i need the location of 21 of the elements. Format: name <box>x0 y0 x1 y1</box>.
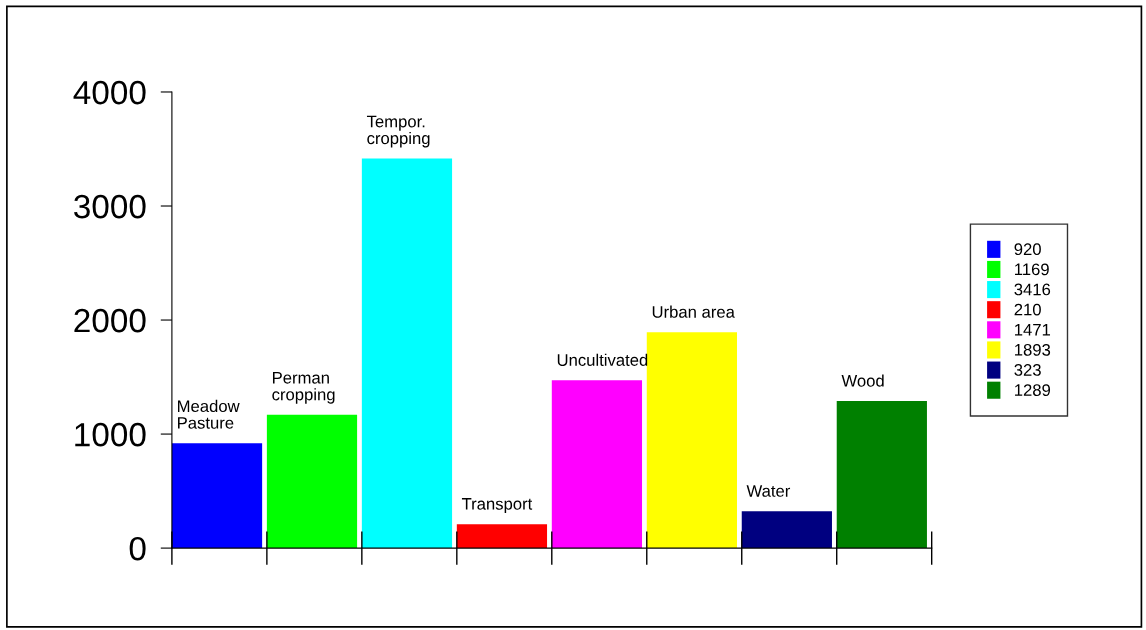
legend-label: 920 <box>1014 243 1041 256</box>
legend-label: 1169 <box>1015 263 1049 276</box>
x-tick-label: Water <box>746 485 791 497</box>
legend-label: 323 <box>1014 364 1041 376</box>
y-tick-label: 4000 <box>73 80 146 105</box>
x-tick-label: Urban area <box>652 305 735 318</box>
legend-label: 3416 <box>1014 283 1051 296</box>
legend-label: 1471 <box>1015 323 1051 336</box>
y-tick-label: 1000 <box>75 422 146 447</box>
x-tick-label: Tempor. cropping <box>366 115 430 148</box>
legend-label: 210 <box>1014 303 1041 316</box>
legend-label: 1893 <box>1015 343 1051 356</box>
x-tick-label: Uncultivated <box>557 353 648 366</box>
x-tick-label: Meadow Pasture <box>178 399 240 429</box>
y-tick-label: 3000 <box>74 194 146 219</box>
legend-label: 1289 <box>1015 384 1051 396</box>
x-tick-label: Wood <box>841 374 884 387</box>
y-tick-label: 2000 <box>74 308 146 333</box>
y-tick-label: 0 <box>129 536 146 561</box>
x-tick-label: Transport <box>461 498 533 514</box>
x-tick-label: Perman cropping <box>272 372 335 404</box>
